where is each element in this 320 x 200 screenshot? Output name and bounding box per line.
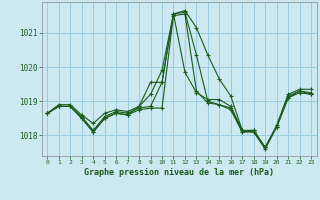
X-axis label: Graphe pression niveau de la mer (hPa): Graphe pression niveau de la mer (hPa) [84, 168, 274, 177]
